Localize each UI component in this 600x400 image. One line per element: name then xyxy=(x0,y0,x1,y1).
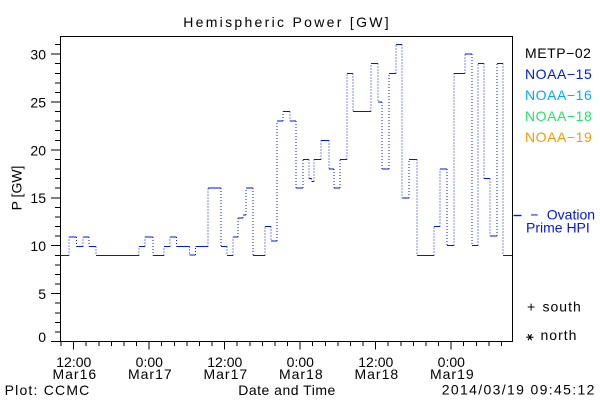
svg-text:Mar17: Mar17 xyxy=(128,366,173,382)
svg-text:−: − xyxy=(530,207,538,223)
svg-text:METP−02: METP−02 xyxy=(525,45,592,61)
svg-text:5: 5 xyxy=(38,286,46,302)
svg-text:20: 20 xyxy=(30,142,46,158)
svg-text:0: 0 xyxy=(38,329,46,345)
svg-text:NOAA−18: NOAA−18 xyxy=(525,108,592,124)
svg-text:25: 25 xyxy=(30,94,46,110)
svg-text:Plot: CCMC: Plot: CCMC xyxy=(5,382,91,398)
svg-text:Date and Time: Date and Time xyxy=(238,382,336,398)
svg-text:south: south xyxy=(543,299,582,315)
svg-text:Mar17: Mar17 xyxy=(203,366,248,382)
svg-text:NOAA−19: NOAA−19 xyxy=(525,129,592,145)
svg-text:30: 30 xyxy=(30,47,46,63)
svg-text:NOAA−16: NOAA−16 xyxy=(525,87,592,103)
svg-text:Hemispheric Power [GW]: Hemispheric Power [GW] xyxy=(183,14,391,30)
svg-text:Mar16: Mar16 xyxy=(52,366,97,382)
svg-text:Mar19: Mar19 xyxy=(430,366,475,382)
svg-text:2014/03/19 09:45:12: 2014/03/19 09:45:12 xyxy=(442,382,596,398)
svg-text:Mar18: Mar18 xyxy=(354,366,399,382)
svg-text:NOAA−15: NOAA−15 xyxy=(525,66,592,82)
svg-text:0:00: 0:00 xyxy=(287,354,314,370)
svg-text:P [GW]: P [GW] xyxy=(9,166,25,211)
svg-text:Prime HPI: Prime HPI xyxy=(526,220,590,236)
svg-text:Ovation: Ovation xyxy=(547,207,595,223)
svg-text:north: north xyxy=(541,327,578,343)
svg-text:12:00: 12:00 xyxy=(207,354,242,370)
svg-text:0:00: 0:00 xyxy=(438,354,465,370)
svg-text:15: 15 xyxy=(30,190,46,206)
svg-text:10: 10 xyxy=(30,238,46,254)
svg-text:Mar18: Mar18 xyxy=(279,366,324,382)
svg-text:12:00: 12:00 xyxy=(56,354,91,370)
svg-text:12:00: 12:00 xyxy=(358,354,393,370)
svg-text:0:00: 0:00 xyxy=(136,354,163,370)
svg-text:+: + xyxy=(527,299,535,315)
